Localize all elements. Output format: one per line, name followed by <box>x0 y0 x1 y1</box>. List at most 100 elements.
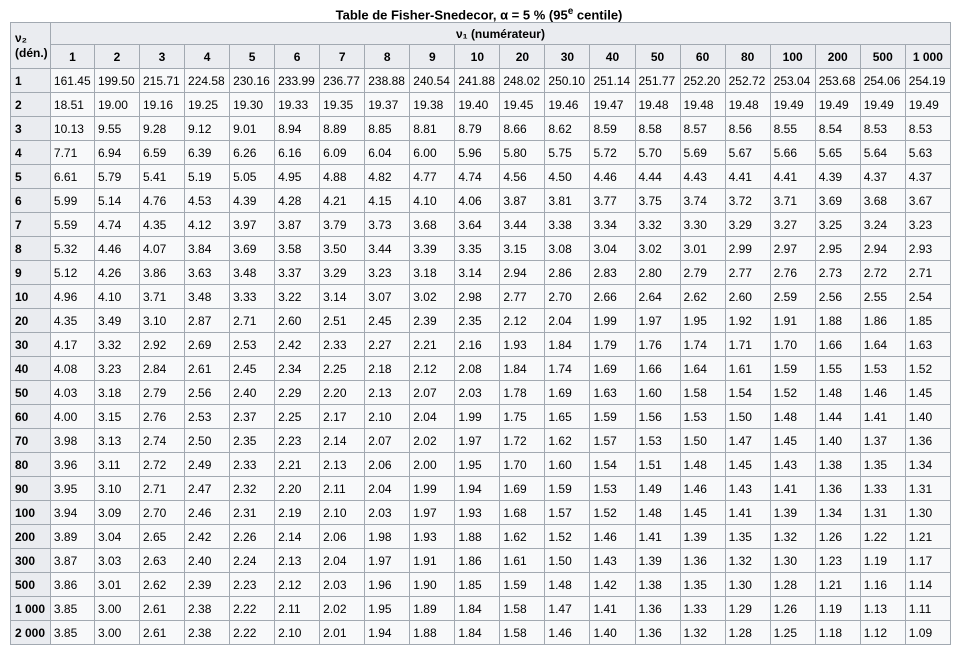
table-cell: 1.88 <box>814 308 861 333</box>
table-cell: 2.63 <box>138 548 186 573</box>
table-cell: 3.27 <box>769 212 816 237</box>
row-header: 9 <box>10 260 51 285</box>
table-cell: 1.99 <box>454 404 501 429</box>
table-cell: 1.22 <box>859 524 906 549</box>
table-cell: 1.70 <box>499 452 546 477</box>
table-cell: 2.21 <box>409 332 456 357</box>
table-cell: 2.93 <box>904 236 952 261</box>
table-cell: 3.10 <box>93 476 140 501</box>
table-cell: 8.94 <box>274 116 321 141</box>
table-cell: 253.68 <box>814 68 861 93</box>
table-cell: 1.51 <box>634 452 681 477</box>
table-row: 50 4.03 3.18 2.79 2.56 2.40 2.29 2.20 2.13 2.07 2.… <box>10 380 952 405</box>
table-cell: 1.46 <box>859 380 906 405</box>
table-cell: 1.45 <box>904 380 952 405</box>
table-cell: 4.21 <box>319 188 366 213</box>
table-row: 90 3.95 3.10 2.71 2.47 2.32 2.20 2.11 2.04 1.99 1.… <box>10 476 952 501</box>
table-cell: 2.80 <box>634 260 681 285</box>
table-cell: 1.75 <box>499 404 546 429</box>
table-cell: 1.18 <box>814 620 861 645</box>
table-cell: 19.49 <box>904 92 952 117</box>
table-cell: 1.62 <box>499 524 546 549</box>
table-cell: 1.26 <box>814 524 861 549</box>
table-cell: 2.18 <box>364 356 411 381</box>
row-header: 10 <box>10 284 51 309</box>
table-cell: 1.93 <box>499 332 546 357</box>
table-cell: 4.17 <box>49 332 95 357</box>
table-cell: 19.00 <box>93 92 140 117</box>
table-cell: 1.26 <box>769 596 816 621</box>
table-row: 2 000 3.85 3.00 2.61 2.38 2.22 2.10 2.01 1.94 1.8… <box>10 620 952 645</box>
table-cell: 1.41 <box>589 596 636 621</box>
table-cell: 3.04 <box>93 524 140 549</box>
table-cell: 1.30 <box>769 548 816 573</box>
table-cell: 2.60 <box>724 284 771 309</box>
table-cell: 3.32 <box>634 212 681 237</box>
table-cell: 8.53 <box>904 116 952 141</box>
table-cell: 8.53 <box>859 116 906 141</box>
table-cell: 6.09 <box>319 140 366 165</box>
table-row: 100 3.94 3.09 2.70 2.46 2.31 2.19 2.10 2.03 1.97 1… <box>10 500 952 525</box>
table-cell: 1.61 <box>724 356 771 381</box>
table-cell: 2.61 <box>138 620 186 645</box>
table-cell: 3.77 <box>589 188 636 213</box>
table-cell: 1.95 <box>679 308 726 333</box>
table-cell: 2.34 <box>274 356 321 381</box>
table-cell: 2.35 <box>229 428 276 453</box>
column-header: 200 <box>814 44 861 69</box>
table-cell: 1.48 <box>769 404 816 429</box>
table-cell: 1.53 <box>859 356 906 381</box>
table-cell: 1.38 <box>634 572 681 597</box>
table-cell: 1.52 <box>589 500 636 525</box>
row-header: 8 <box>10 236 51 261</box>
table-cell: 5.72 <box>589 140 636 165</box>
table-cell: 2.21 <box>274 452 321 477</box>
table-cell: 1.93 <box>454 500 501 525</box>
table-cell: 3.69 <box>229 236 276 261</box>
table-cell: 1.19 <box>814 596 861 621</box>
table-cell: 1.46 <box>544 620 591 645</box>
table-cell: 1.38 <box>814 452 861 477</box>
table-cell: 3.02 <box>409 284 456 309</box>
table-cell: 2.33 <box>229 452 276 477</box>
table-cell: 224.58 <box>184 68 231 93</box>
table-cell: 2.12 <box>409 356 456 381</box>
table-cell: 5.41 <box>138 164 186 189</box>
table-cell: 3.34 <box>589 212 636 237</box>
table-cell: 1.32 <box>724 548 771 573</box>
table-cell: 1.19 <box>859 548 906 573</box>
table-cell: 2.70 <box>544 284 591 309</box>
table-cell: 3.13 <box>93 428 140 453</box>
column-header: 3 <box>138 44 186 69</box>
table-cell: 4.44 <box>634 164 681 189</box>
table-cell: 19.25 <box>184 92 231 117</box>
table-cell: 1.85 <box>904 308 952 333</box>
table-cell: 1.37 <box>859 428 906 453</box>
table-cell: 1.61 <box>499 548 546 573</box>
table-cell: 6.61 <box>49 164 95 189</box>
table-cell: 2.51 <box>319 308 366 333</box>
table-cell: 2.94 <box>499 260 546 285</box>
table-cell: 1.45 <box>724 452 771 477</box>
table-cell: 2.77 <box>724 260 771 285</box>
table-cell: 2.40 <box>229 380 276 405</box>
table-cell: 1.72 <box>499 428 546 453</box>
table-cell: 4.77 <box>409 164 456 189</box>
table-cell: 2.59 <box>769 284 816 309</box>
table-cell: 2.46 <box>184 500 231 525</box>
table-cell: 2.83 <box>589 260 636 285</box>
column-header: 5 <box>229 44 276 69</box>
table-cell: 3.87 <box>499 188 546 213</box>
caption-superscript: e <box>567 6 574 17</box>
table-cell: 1.35 <box>859 452 906 477</box>
table-cell: 4.00 <box>49 404 95 429</box>
table-cell: 3.97 <box>229 212 276 237</box>
column-header: 10 <box>454 44 501 69</box>
table-cell: 1.96 <box>364 572 411 597</box>
table-cell: 3.81 <box>544 188 591 213</box>
table-cell: 3.48 <box>184 284 231 309</box>
table-cell: 1.94 <box>364 620 411 645</box>
table-cell: 19.47 <box>589 92 636 117</box>
table-row: 300 3.87 3.03 2.63 2.40 2.24 2.13 2.04 1.97 1.91 1… <box>10 548 952 573</box>
table-cell: 4.41 <box>724 164 771 189</box>
